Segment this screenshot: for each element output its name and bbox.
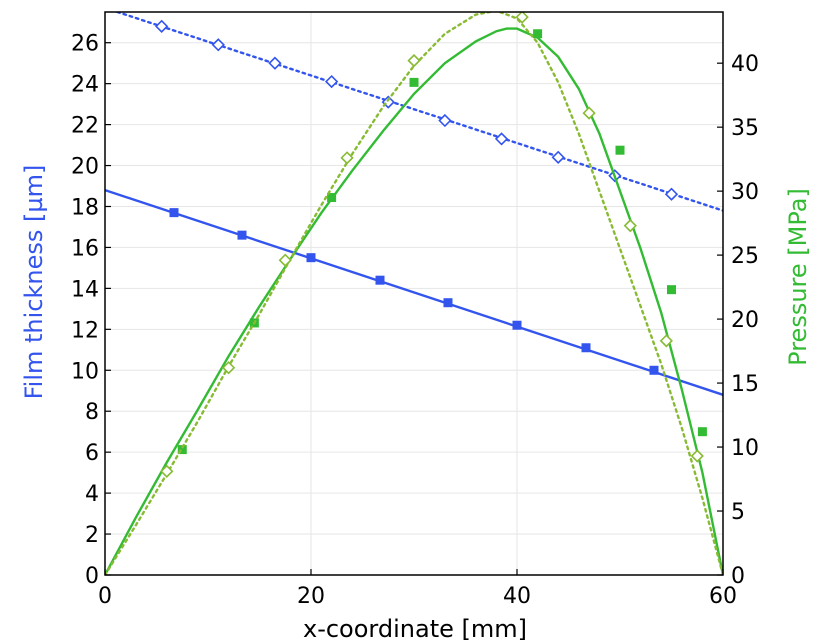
y-left-tick-label: 14 — [71, 277, 99, 302]
pressure-dotted-marker — [582, 106, 596, 120]
y-axis-right-title: Pressure [MPa] — [784, 188, 812, 366]
film-thickness-dotted-marker — [494, 132, 509, 146]
y-right-tick-label: 5 — [731, 500, 745, 525]
plot-frame — [104, 11, 724, 576]
film-thickness-dotted-line — [113, 12, 723, 212]
film-thickness-solid-marker — [169, 208, 179, 218]
film-thickness-dotted-marker — [438, 113, 452, 128]
y-left-tick-label: 24 — [71, 73, 99, 98]
y-left-tick-label: 18 — [71, 195, 99, 220]
series-layer — [105, 12, 723, 575]
pressure-solid-marker — [697, 427, 707, 437]
film-thickness-dotted-marker — [664, 187, 679, 201]
film-thickness-solid-marker — [237, 230, 247, 240]
pressure-solid-marker — [409, 77, 419, 87]
x-tick-label: 20 — [297, 584, 325, 609]
film-thickness-solid-marker — [375, 275, 385, 285]
film-thickness-solid-marker — [512, 320, 522, 330]
pressure-solid-line — [105, 27, 723, 575]
film-thickness-solid-marker — [306, 253, 316, 263]
y-left-tick-label: 0 — [85, 564, 99, 589]
x-axis-title: x-coordinate [mm] — [303, 615, 527, 643]
film-thickness-solid-marker — [443, 298, 453, 308]
pressure-dotted-marker — [690, 449, 704, 463]
pressure-dotted-marker — [623, 219, 637, 233]
film-thickness-solid-marker — [581, 343, 591, 353]
film-thickness-dotted-marker — [268, 56, 282, 70]
film-thickness-solid-line — [105, 188, 723, 396]
y-left-tick-label: 8 — [85, 400, 99, 425]
pressure-dotted-marker — [515, 12, 529, 24]
y-left-tick-label: 4 — [85, 482, 99, 507]
pressure-solid-marker — [533, 29, 543, 39]
y-right-tick-label: 25 — [731, 244, 759, 269]
pressure-dotted-marker — [407, 53, 421, 68]
y-right-tick-label: 0 — [731, 564, 745, 589]
pressure-dotted-marker — [340, 151, 354, 165]
y-left-tick-label: 22 — [71, 114, 99, 139]
pressure-dotted-marker — [278, 253, 292, 267]
y-right-tick-label: 20 — [731, 308, 759, 333]
y-right-tick-label: 15 — [731, 372, 759, 397]
y-right-tick-label: 40 — [731, 52, 759, 77]
film-thickness-dotted-marker — [155, 19, 169, 33]
pressure-dotted-marker — [659, 334, 673, 348]
y-left-tick-label: 12 — [71, 318, 99, 343]
tick-layer: 0 20 40 60024681012141618202224260510152025… — [71, 32, 759, 609]
y-axis-left-title: Film thickness [µm] — [20, 165, 48, 400]
x-tick-label: 0 — [98, 584, 112, 609]
film-thickness-dotted-marker — [551, 150, 565, 164]
pressure-solid-marker — [667, 285, 676, 295]
film-thickness-solid-marker — [649, 365, 659, 375]
y-left-tick-label: 2 — [85, 523, 99, 548]
pressure-dotted-marker — [221, 361, 236, 375]
y-left-tick-label: 16 — [71, 236, 99, 261]
x-tick-label: 40 — [503, 584, 531, 609]
pressure-solid-marker — [177, 445, 187, 455]
y-right-tick-label: 30 — [731, 180, 759, 205]
y-left-tick-label: 26 — [71, 32, 99, 57]
y-left-tick-label: 10 — [71, 359, 99, 384]
pressure-dotted-marker — [160, 464, 174, 478]
pressure-solid-marker — [327, 193, 337, 203]
y-left-tick-label: 20 — [71, 155, 99, 180]
y-right-tick-label: 10 — [731, 436, 759, 461]
x-tick-label: 60 — [709, 584, 737, 609]
y-right-tick-label: 35 — [731, 116, 759, 141]
y-left-tick-label: 6 — [85, 441, 99, 466]
film-thickness-dotted-marker — [324, 74, 339, 89]
pressure-solid-marker — [615, 145, 625, 155]
film-thickness-dotted-marker — [211, 38, 225, 52]
